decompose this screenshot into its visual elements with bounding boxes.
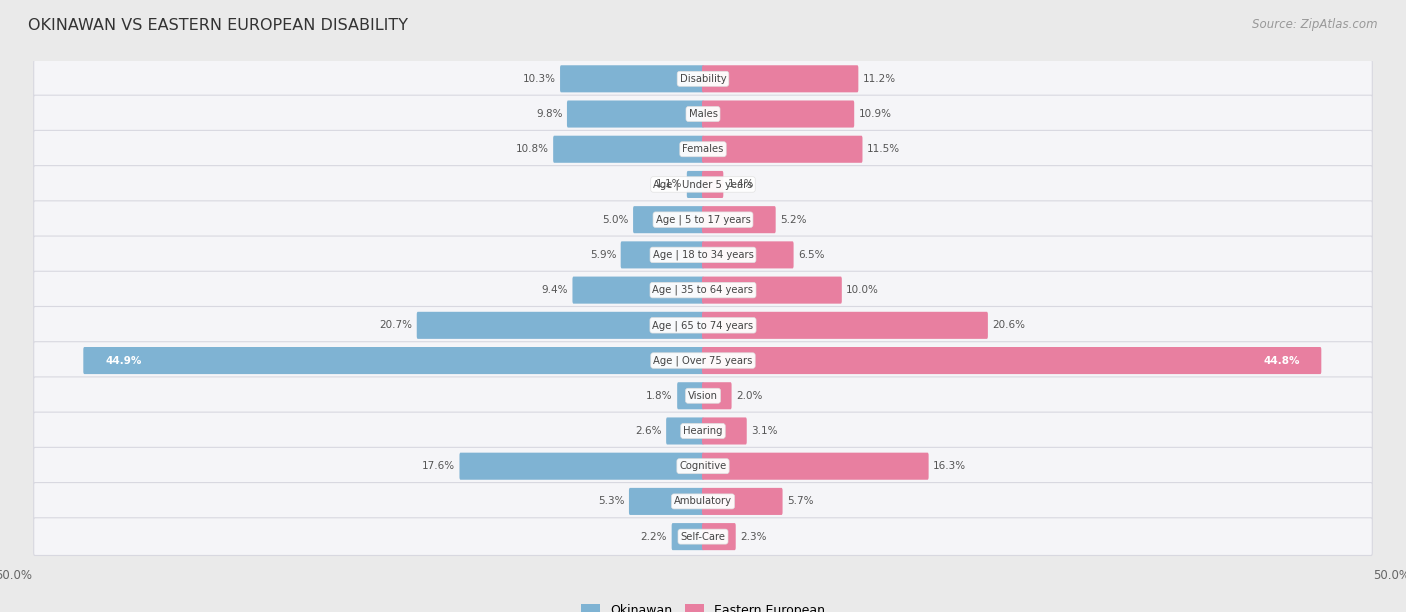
Text: 1.1%: 1.1%: [655, 179, 682, 190]
Text: 5.2%: 5.2%: [780, 215, 807, 225]
FancyBboxPatch shape: [572, 277, 704, 304]
FancyBboxPatch shape: [34, 341, 1372, 379]
FancyBboxPatch shape: [702, 347, 1322, 374]
FancyBboxPatch shape: [567, 100, 704, 127]
FancyBboxPatch shape: [34, 236, 1372, 274]
Text: Ambulatory: Ambulatory: [673, 496, 733, 506]
FancyBboxPatch shape: [34, 307, 1372, 344]
Text: 9.4%: 9.4%: [541, 285, 568, 295]
FancyBboxPatch shape: [702, 65, 858, 92]
FancyBboxPatch shape: [34, 271, 1372, 309]
FancyBboxPatch shape: [34, 130, 1372, 168]
Text: Source: ZipAtlas.com: Source: ZipAtlas.com: [1253, 18, 1378, 31]
Text: 10.8%: 10.8%: [516, 144, 548, 154]
Text: 1.4%: 1.4%: [728, 179, 754, 190]
FancyBboxPatch shape: [34, 166, 1372, 203]
FancyBboxPatch shape: [460, 453, 704, 480]
Text: Cognitive: Cognitive: [679, 461, 727, 471]
Text: Age | 35 to 64 years: Age | 35 to 64 years: [652, 285, 754, 296]
Text: 44.9%: 44.9%: [105, 356, 142, 365]
Text: 20.7%: 20.7%: [380, 320, 412, 330]
FancyBboxPatch shape: [34, 412, 1372, 450]
FancyBboxPatch shape: [678, 382, 704, 409]
Text: 10.0%: 10.0%: [846, 285, 879, 295]
FancyBboxPatch shape: [702, 100, 855, 127]
FancyBboxPatch shape: [702, 523, 735, 550]
Text: 11.2%: 11.2%: [863, 74, 896, 84]
FancyBboxPatch shape: [702, 136, 862, 163]
Text: Disability: Disability: [679, 74, 727, 84]
Text: OKINAWAN VS EASTERN EUROPEAN DISABILITY: OKINAWAN VS EASTERN EUROPEAN DISABILITY: [28, 18, 408, 34]
FancyBboxPatch shape: [702, 382, 731, 409]
FancyBboxPatch shape: [702, 206, 776, 233]
Text: Vision: Vision: [688, 390, 718, 401]
Text: 1.8%: 1.8%: [647, 390, 672, 401]
Text: 17.6%: 17.6%: [422, 461, 456, 471]
Text: 5.7%: 5.7%: [787, 496, 814, 506]
FancyBboxPatch shape: [686, 171, 704, 198]
Text: 2.6%: 2.6%: [636, 426, 662, 436]
FancyBboxPatch shape: [34, 447, 1372, 485]
Text: 2.0%: 2.0%: [737, 390, 762, 401]
FancyBboxPatch shape: [702, 312, 988, 339]
FancyBboxPatch shape: [34, 377, 1372, 414]
FancyBboxPatch shape: [34, 201, 1372, 239]
Text: 5.0%: 5.0%: [602, 215, 628, 225]
FancyBboxPatch shape: [702, 488, 783, 515]
Text: Age | Over 75 years: Age | Over 75 years: [654, 356, 752, 366]
Text: Females: Females: [682, 144, 724, 154]
FancyBboxPatch shape: [34, 518, 1372, 556]
Text: 20.6%: 20.6%: [993, 320, 1025, 330]
Text: 10.3%: 10.3%: [523, 74, 555, 84]
Text: Age | 65 to 74 years: Age | 65 to 74 years: [652, 320, 754, 330]
FancyBboxPatch shape: [702, 453, 928, 480]
Text: 9.8%: 9.8%: [536, 109, 562, 119]
FancyBboxPatch shape: [620, 241, 704, 269]
FancyBboxPatch shape: [702, 277, 842, 304]
FancyBboxPatch shape: [633, 206, 704, 233]
Text: Hearing: Hearing: [683, 426, 723, 436]
FancyBboxPatch shape: [416, 312, 704, 339]
FancyBboxPatch shape: [672, 523, 704, 550]
Text: 3.1%: 3.1%: [751, 426, 778, 436]
Text: Self-Care: Self-Care: [681, 532, 725, 542]
FancyBboxPatch shape: [628, 488, 704, 515]
FancyBboxPatch shape: [34, 95, 1372, 133]
FancyBboxPatch shape: [34, 483, 1372, 520]
Text: 16.3%: 16.3%: [934, 461, 966, 471]
Text: Age | 5 to 17 years: Age | 5 to 17 years: [655, 214, 751, 225]
FancyBboxPatch shape: [553, 136, 704, 163]
Text: 2.3%: 2.3%: [740, 532, 766, 542]
FancyBboxPatch shape: [702, 417, 747, 444]
Text: 5.3%: 5.3%: [598, 496, 624, 506]
FancyBboxPatch shape: [83, 347, 704, 374]
Text: 11.5%: 11.5%: [868, 144, 900, 154]
Text: Males: Males: [689, 109, 717, 119]
FancyBboxPatch shape: [560, 65, 704, 92]
Text: 6.5%: 6.5%: [799, 250, 824, 260]
Text: Age | Under 5 years: Age | Under 5 years: [654, 179, 752, 190]
Text: 5.9%: 5.9%: [589, 250, 616, 260]
FancyBboxPatch shape: [666, 417, 704, 444]
FancyBboxPatch shape: [702, 241, 793, 269]
FancyBboxPatch shape: [702, 171, 723, 198]
Text: 10.9%: 10.9%: [859, 109, 891, 119]
Text: Age | 18 to 34 years: Age | 18 to 34 years: [652, 250, 754, 260]
Text: 44.8%: 44.8%: [1263, 356, 1299, 365]
FancyBboxPatch shape: [34, 60, 1372, 98]
Text: 2.2%: 2.2%: [641, 532, 668, 542]
Legend: Okinawan, Eastern European: Okinawan, Eastern European: [576, 599, 830, 612]
